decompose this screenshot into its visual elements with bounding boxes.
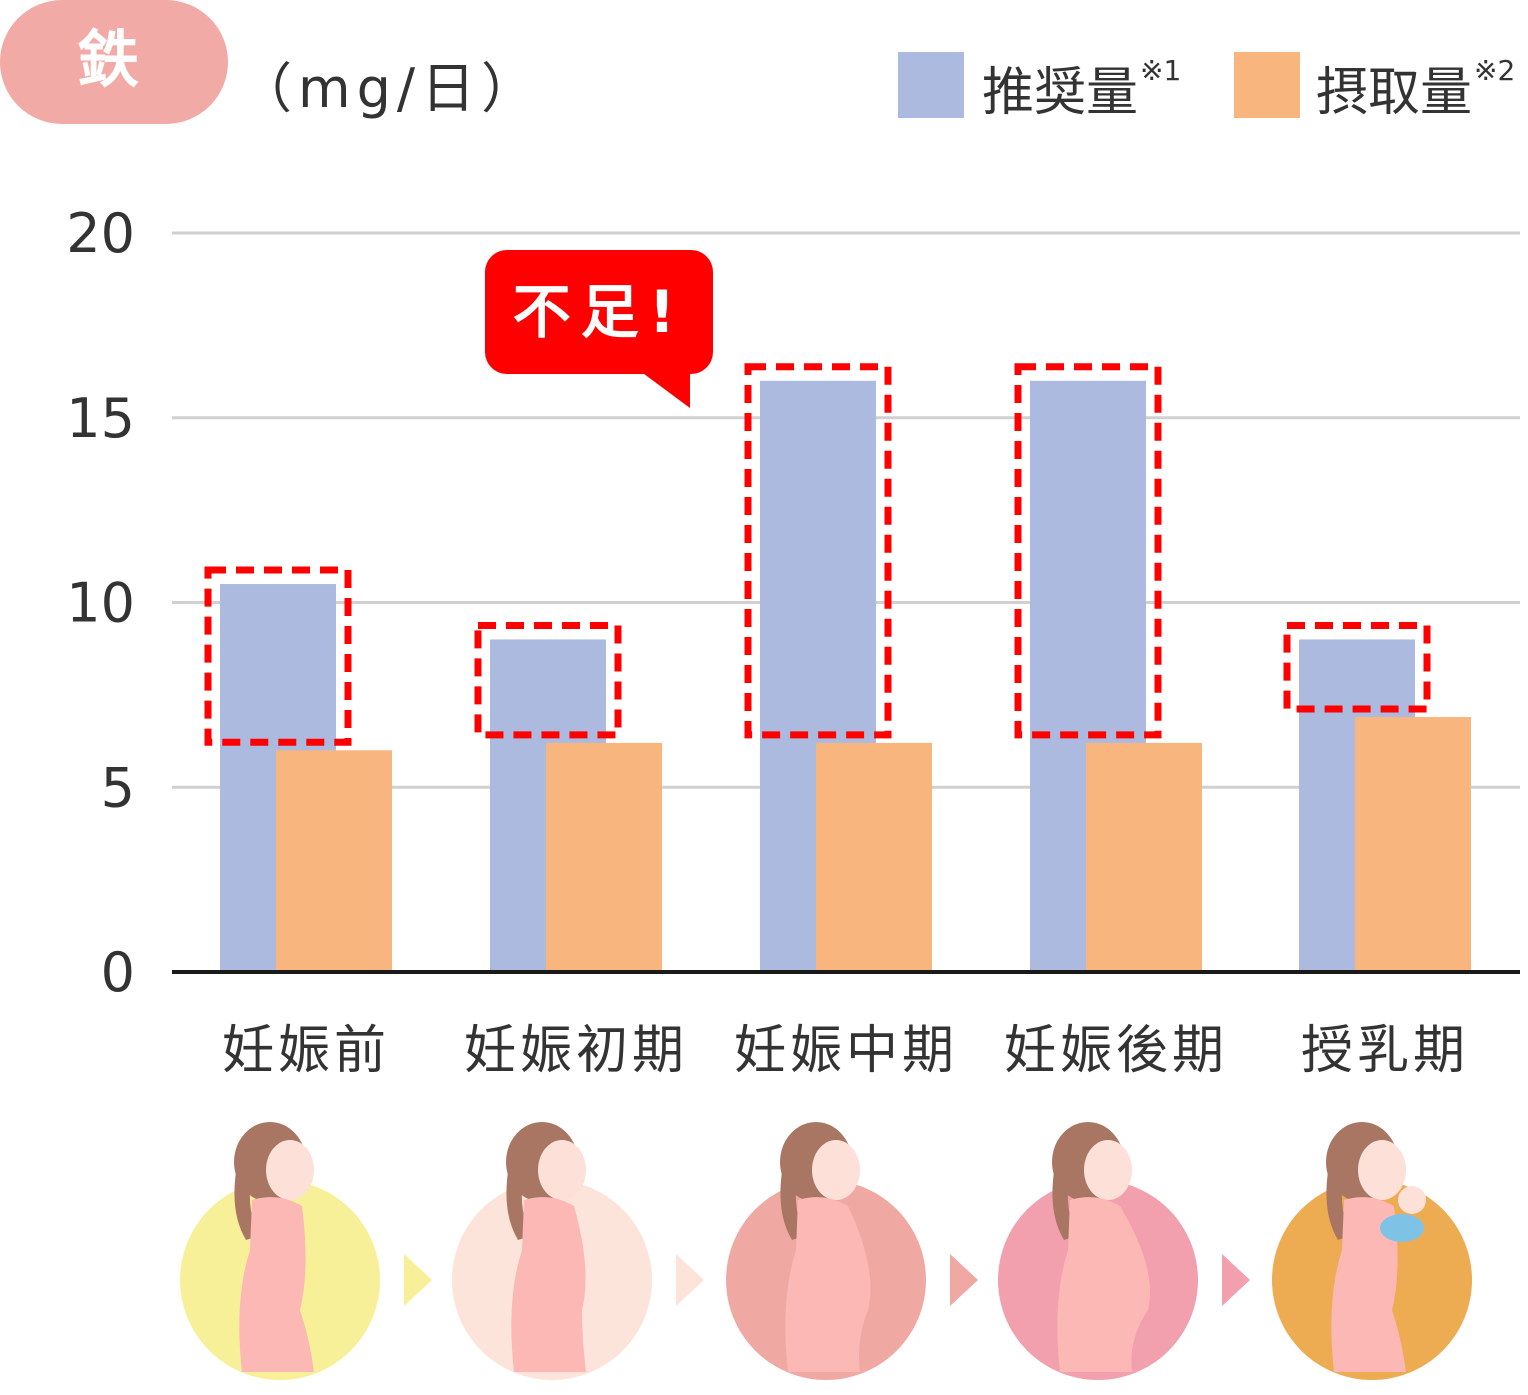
dress-shape [1331, 1197, 1406, 1372]
x-tick-label: 妊娠初期 [464, 1021, 688, 1081]
x-tick-label: 妊娠前 [222, 1021, 390, 1081]
legend-swatch-recommended [898, 52, 964, 118]
next-arrow-icon [1222, 1254, 1250, 1306]
unit-label: （mg/日） [238, 57, 542, 120]
y-tick-label: 15 [66, 387, 135, 450]
legend-label-intake: 摂取量※2 [1316, 54, 1516, 123]
next-arrow-icon [404, 1254, 432, 1306]
dress-shape [511, 1197, 586, 1372]
bar-intake [276, 750, 392, 972]
face-shape [1084, 1140, 1132, 1200]
legend-label-recommended: 推奨量※1 [982, 54, 1182, 123]
x-tick-label: 妊娠中期 [734, 1021, 958, 1081]
late-pregnancy-woman-icon [998, 1122, 1198, 1380]
bars [220, 380, 1471, 972]
mid-pregnancy-woman-icon [726, 1122, 926, 1380]
face-shape [812, 1140, 860, 1200]
axes: 0 5 10 15 20 [66, 202, 1520, 1004]
shortfall-highlights [204, 363, 1431, 746]
shortfall-box [744, 363, 892, 739]
shortfall-box [1283, 621, 1431, 713]
nutrient-badge [0, 0, 228, 124]
shortfall-box [204, 566, 352, 746]
x-tick-label: 授乳期 [1301, 1021, 1469, 1081]
next-arrow-icon [950, 1254, 978, 1306]
early-pregnancy-woman-icon [452, 1122, 652, 1380]
y-tick-label: 10 [66, 572, 135, 635]
face-shape [266, 1140, 314, 1200]
x-tick-label: 妊娠後期 [1004, 1021, 1228, 1081]
shortage-callout-text: 不足! [512, 278, 686, 346]
y-tick-label: 20 [66, 202, 135, 265]
bar-intake [1086, 742, 1202, 972]
dress-shape [1057, 1197, 1151, 1372]
pre-pregnancy-woman-icon [180, 1122, 380, 1380]
bar-intake [816, 742, 932, 972]
next-arrow-icon [676, 1254, 704, 1306]
nutrient-badge-label: 鉄 [76, 23, 139, 96]
shortfall-box [1014, 363, 1162, 739]
y-tick-label: 5 [101, 756, 135, 819]
face-shape [1358, 1140, 1406, 1200]
shortfall-box [474, 621, 622, 739]
baby-head [1398, 1186, 1426, 1214]
bar-intake [546, 742, 662, 972]
illustrations [180, 1122, 1472, 1380]
y-tick-label: 0 [101, 941, 135, 1004]
dress-shape [239, 1197, 314, 1372]
baby-blanket [1380, 1214, 1424, 1242]
dress-shape [785, 1197, 871, 1372]
category-labels: 妊娠前 妊娠初期 妊娠中期 妊娠後期 授乳期 [222, 1021, 1469, 1081]
shortage-callout [485, 250, 713, 374]
breastfeeding-woman-icon [1272, 1122, 1472, 1380]
callout-tail [636, 368, 690, 408]
legend-swatch-intake [1234, 52, 1300, 118]
bar-intake [1355, 717, 1471, 972]
face-shape [538, 1140, 586, 1200]
